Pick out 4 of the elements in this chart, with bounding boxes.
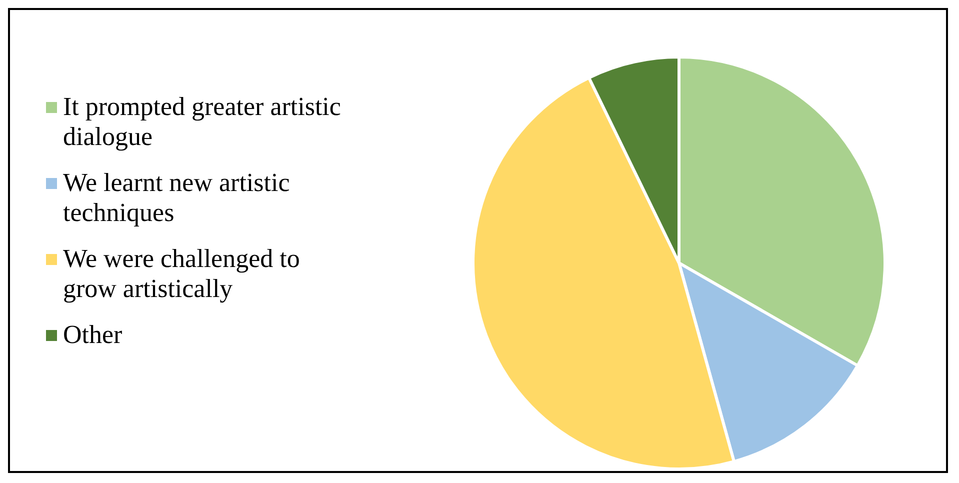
legend-label: We learnt new artistic techniques — [63, 168, 291, 228]
legend-label: Other — [63, 320, 122, 350]
legend-label: It prompted greater artistic dialogue — [63, 92, 342, 152]
legend-label: We were challenged to grow artistically — [63, 244, 301, 304]
